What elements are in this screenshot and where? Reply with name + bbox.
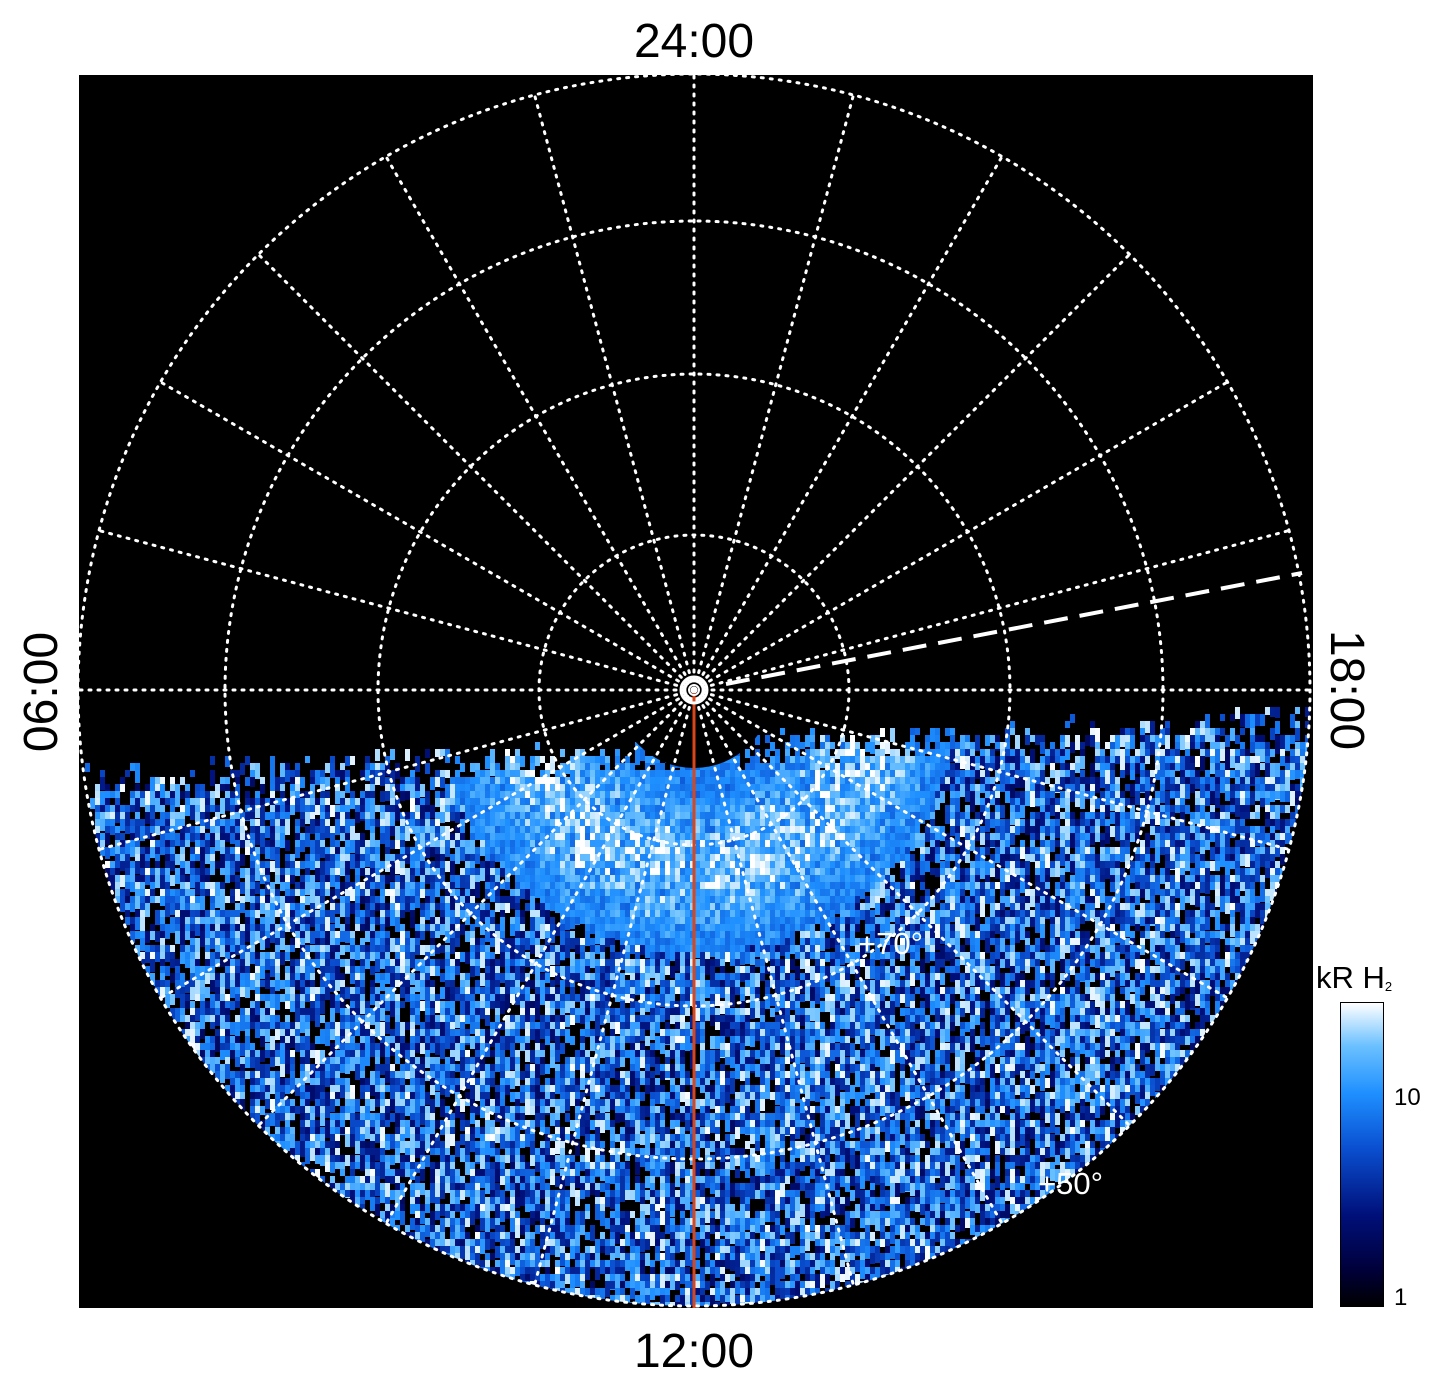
meridian-line-17: [533, 93, 696, 692]
meridian-line-13: [97, 529, 696, 692]
meridian-line-14: [159, 380, 696, 692]
meridian-line-15: [256, 252, 696, 692]
colorbar-unit-subscript: 2: [1384, 979, 1393, 994]
latitude-label-70: +70°: [858, 926, 923, 961]
latitude-circle-4: [79, 75, 1312, 1308]
colorbar: [1340, 1002, 1384, 1307]
meridian-line-19: [692, 93, 855, 692]
local-time-label-bottom: 12:00: [633, 1325, 755, 1378]
meridian-line-9: [256, 688, 696, 1128]
colorbar-unit: kR H: [1316, 960, 1385, 995]
local-time-label-right: 18:00: [1320, 629, 1373, 751]
local-time-label-top: 24:00: [633, 15, 755, 68]
meridian-line-20: [692, 155, 1004, 692]
pole-marker-inner: [688, 684, 700, 696]
meridian-line-22: [692, 380, 1229, 692]
colorbar-title: kR H2: [1316, 962, 1392, 993]
meridian-line-16: [384, 155, 696, 692]
latitude-label-50: +50°: [1038, 1166, 1103, 1201]
meridian-line-3: [692, 688, 1132, 1128]
pole-marker-outer: [679, 675, 709, 705]
meridian-line-4: [692, 688, 1004, 1225]
local-time-label-left: 06:00: [15, 631, 68, 753]
colorbar-tick-10: 10: [1394, 1084, 1421, 1111]
meridian-line-8: [384, 688, 696, 1225]
meridian-line-11: [97, 688, 696, 851]
meridian-line-5: [692, 688, 855, 1287]
dashed-reference-line: [725, 571, 1303, 686]
meridian-line-21: [692, 252, 1132, 692]
meridian-line-23: [692, 529, 1291, 692]
meridian-line-7: [533, 688, 696, 1287]
meridian-line-10: [159, 688, 696, 1000]
meridian-line-1: [692, 688, 1291, 851]
meridian-line-2: [692, 688, 1229, 1000]
colorbar-tick-1: 1: [1394, 1284, 1408, 1311]
